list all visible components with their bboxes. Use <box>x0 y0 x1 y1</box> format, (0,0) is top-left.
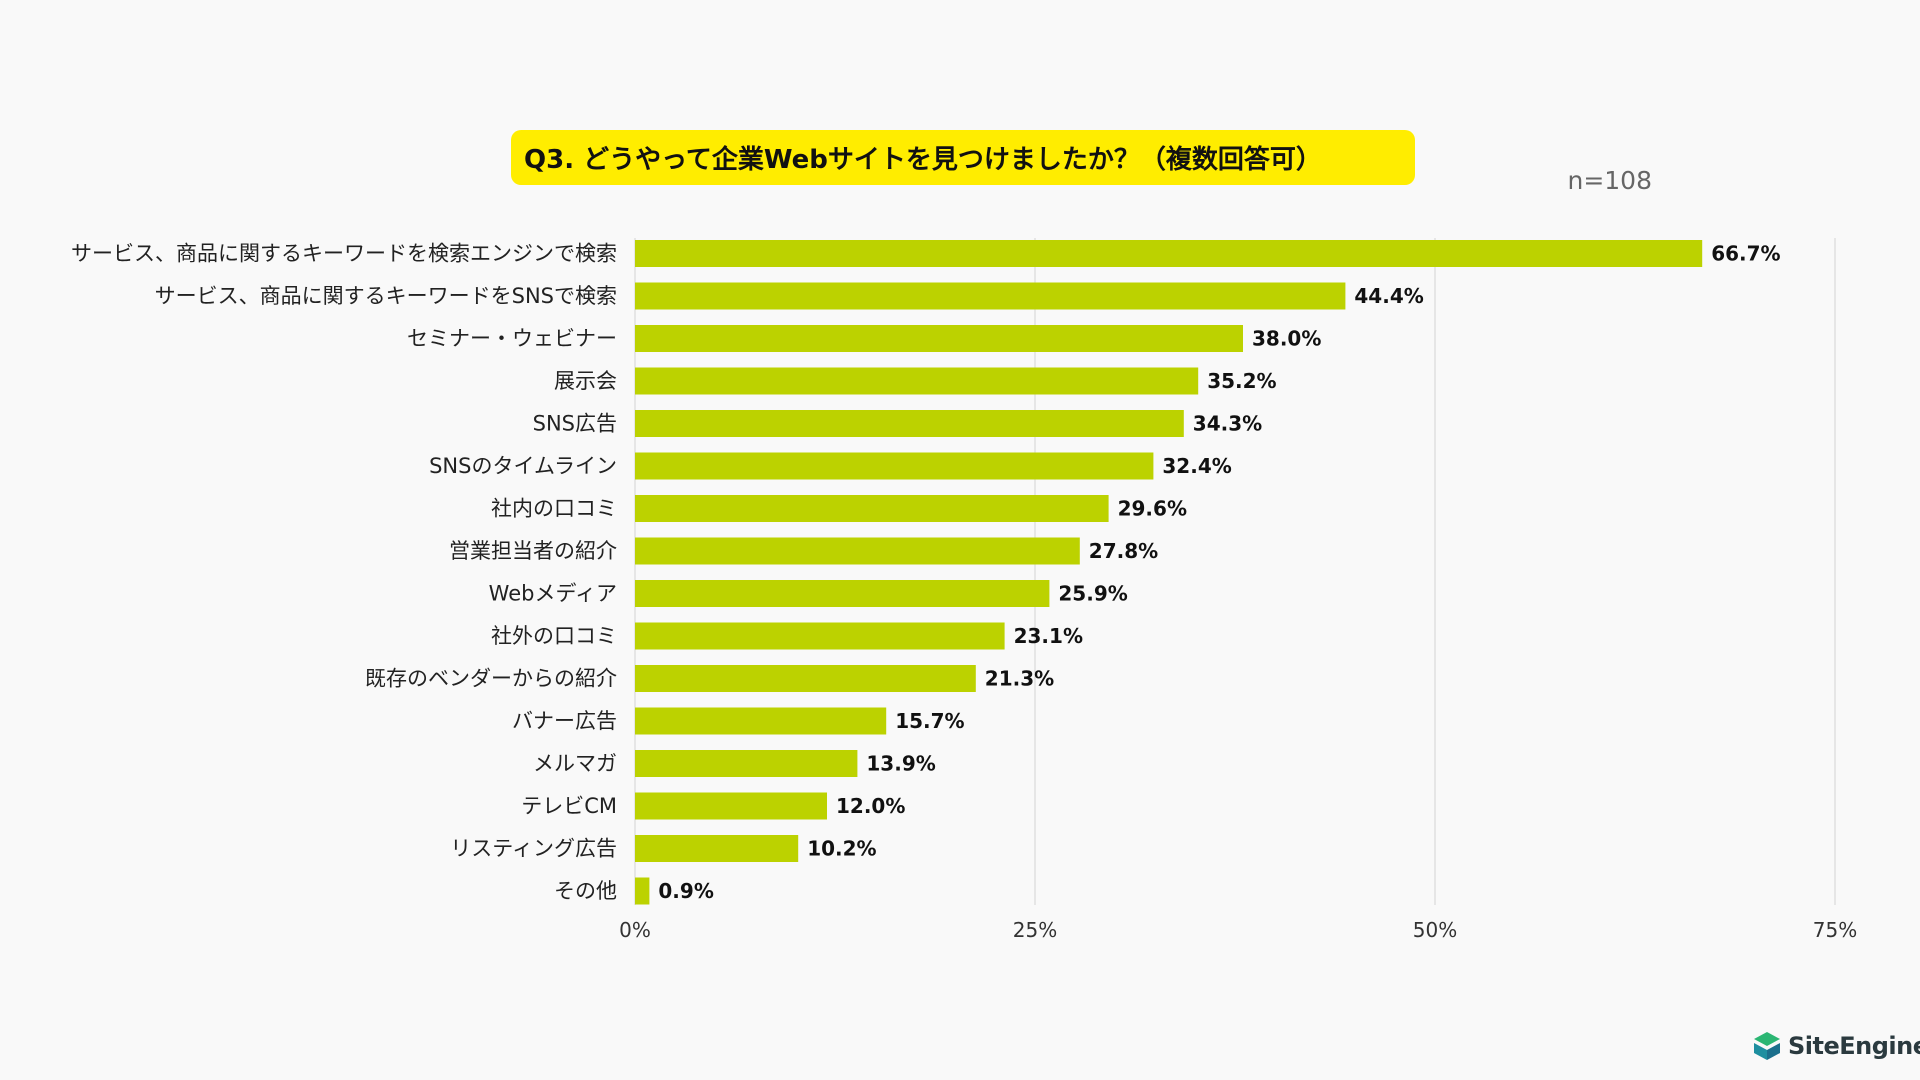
category-label: サービス、商品に関するキーワードをSNSで検索 <box>155 284 617 308</box>
category-label: テレビCM <box>521 794 617 818</box>
bar <box>635 707 887 735</box>
value-label: 66.7% <box>1711 242 1780 266</box>
category-label: 営業担当者の紹介 <box>449 539 617 563</box>
category-label: サービス、商品に関するキーワードを検索エンジンで検索 <box>71 242 617 266</box>
bar <box>635 367 1199 395</box>
sample-size: n=108 <box>1567 166 1652 195</box>
category-label: Webメディア <box>489 582 617 606</box>
category-label: SNSのタイムライン <box>429 454 617 478</box>
value-label: 23.1% <box>1014 624 1083 648</box>
category-label: 社内の口コミ <box>491 497 617 521</box>
category-label: 展示会 <box>554 369 617 393</box>
value-label: 29.6% <box>1118 497 1187 521</box>
bar <box>635 410 1184 437</box>
x-tick-label: 50% <box>1413 918 1457 942</box>
value-label: 10.2% <box>807 837 876 861</box>
bar <box>635 282 1346 310</box>
logo-text: SiteEngine <box>1788 1032 1920 1060</box>
bar <box>635 665 976 692</box>
category-label: SNS広告 <box>533 412 617 436</box>
bar <box>635 580 1050 607</box>
bar <box>635 877 650 905</box>
category-label: リスティング広告 <box>450 837 617 861</box>
value-label: 34.3% <box>1193 412 1262 436</box>
value-label: 13.9% <box>866 752 935 776</box>
category-label: セミナー・ウェビナー <box>407 327 617 351</box>
bar <box>635 325 1243 352</box>
value-label: 32.4% <box>1162 454 1231 478</box>
bar <box>635 622 1005 650</box>
bar <box>635 537 1080 565</box>
bar <box>635 240 1703 267</box>
bar <box>635 750 858 777</box>
category-label: バナー広告 <box>512 709 617 733</box>
chart-title: Q3. どうやって企業Webサイトを見つけましたか？（複数回答可） <box>511 130 1415 185</box>
site-engine-logo-icon <box>1754 1032 1780 1060</box>
value-label: 21.3% <box>985 667 1054 691</box>
x-tick-label: 0% <box>619 918 651 942</box>
value-label: 12.0% <box>836 794 905 818</box>
category-label: 既存のベンダーからの紹介 <box>365 667 617 691</box>
category-label: その他 <box>554 879 617 903</box>
category-label: メルマガ <box>533 752 617 776</box>
bar <box>635 452 1154 480</box>
category-label: 社外の口コミ <box>491 624 617 648</box>
site-engine-logo: SiteEngine <box>1752 1030 1920 1062</box>
value-label: 25.9% <box>1058 582 1127 606</box>
x-tick-label: 75% <box>1813 918 1857 942</box>
bar <box>635 495 1109 522</box>
bar <box>635 792 827 820</box>
value-label: 35.2% <box>1207 369 1276 393</box>
value-label: 27.8% <box>1089 539 1158 563</box>
value-label: 0.9% <box>658 879 713 903</box>
x-tick-label: 25% <box>1013 918 1057 942</box>
value-label: 44.4% <box>1354 284 1423 308</box>
value-label: 38.0% <box>1252 327 1321 351</box>
value-label: 15.7% <box>895 709 964 733</box>
bar <box>635 835 799 862</box>
